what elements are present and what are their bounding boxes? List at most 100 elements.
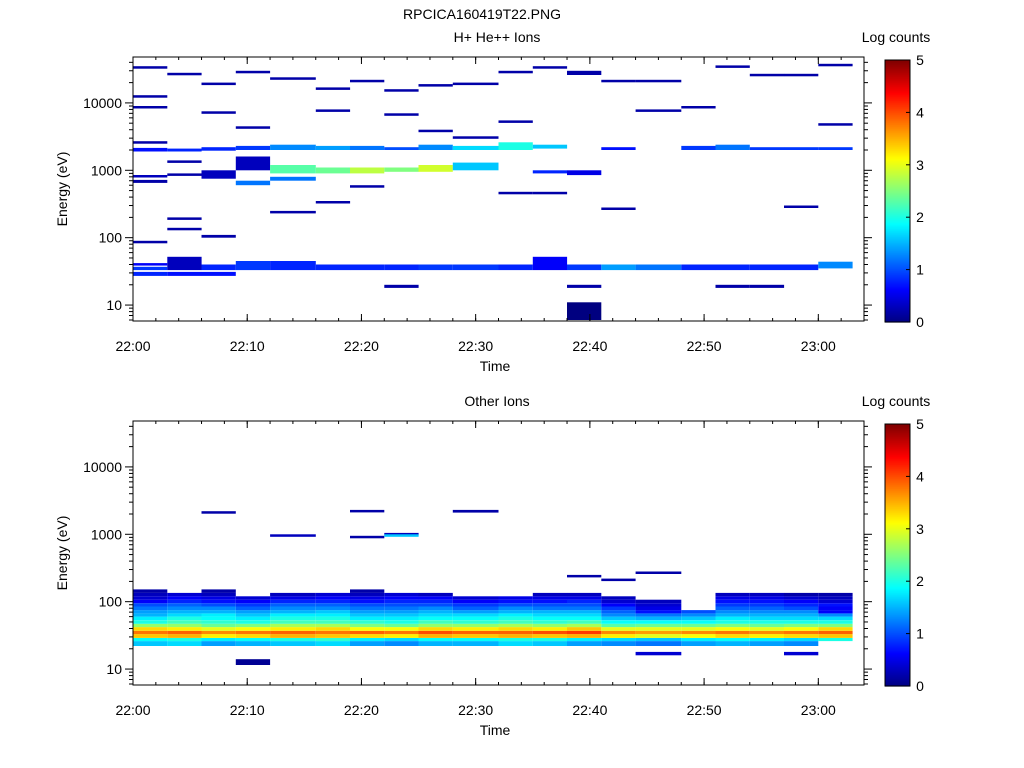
heatmap-cell (201, 620, 236, 624)
heatmap-cell (715, 637, 750, 642)
heatmap-cell (315, 87, 351, 90)
heatmap-cell (498, 616, 533, 621)
heatmap-cell (567, 592, 602, 597)
heatmap-cell (350, 610, 385, 614)
heatmap-cell (601, 627, 636, 631)
heatmap-cell (818, 613, 853, 617)
heatmap-cell (235, 613, 271, 617)
colorbar-swatch (885, 164, 910, 167)
heatmap-cell (315, 109, 351, 112)
heatmap-cell (201, 147, 236, 151)
heatmap-cell (167, 630, 202, 635)
heatmap-cell (784, 205, 819, 208)
heatmap-cell (601, 630, 636, 635)
colorbar-swatch (885, 232, 910, 235)
heatmap-cell (498, 606, 533, 611)
heatmap-cell (418, 627, 453, 631)
colorbar-swatch (885, 162, 910, 165)
heatmap-cell (784, 616, 819, 621)
colorbar-swatch (885, 478, 910, 481)
heatmap-cell (133, 630, 168, 635)
heatmap-cell (418, 599, 453, 604)
colorbar-swatch (885, 246, 910, 249)
colorbar-swatch (885, 652, 910, 655)
heatmap-cell (532, 623, 568, 628)
heatmap-cell (635, 637, 682, 642)
heatmap-cell (315, 613, 351, 617)
x-tick-label: 22:40 (572, 338, 607, 354)
heatmap-cell (715, 264, 750, 271)
heatmap-cell (133, 589, 168, 593)
colorbar-swatch (885, 590, 910, 593)
colorbar-swatch (885, 126, 910, 129)
heatmap-cell (350, 616, 385, 621)
heatmap-cell (681, 620, 716, 624)
heatmap-cell (270, 610, 316, 614)
heatmap-cell (452, 627, 499, 631)
heatmap-cell (315, 630, 351, 635)
heatmap-cell (167, 599, 202, 604)
y-tick-label: 1000 (91, 162, 122, 178)
colorbar-swatch (885, 480, 910, 483)
heatmap-cell (384, 532, 419, 536)
colorbar-swatch (885, 222, 910, 225)
heatmap-cell (818, 623, 853, 628)
heatmap-cell (235, 180, 271, 186)
colorbar-swatch (885, 90, 910, 93)
colorbar-swatch (885, 656, 910, 659)
heatmap-cell (567, 623, 602, 628)
heatmap-cell (235, 623, 271, 628)
heatmap-cell (201, 606, 236, 611)
heatmap-cell (133, 263, 168, 266)
colorbar-swatch (885, 578, 910, 581)
colorbar-swatch (885, 92, 910, 95)
colorbar-swatch (885, 238, 910, 241)
colorbar-swatch (885, 552, 910, 555)
colorbar-swatch (885, 532, 910, 535)
heatmap-cell (452, 637, 499, 642)
heatmap-cell (601, 634, 636, 638)
colorbar-swatch (885, 78, 910, 81)
heatmap-cell (532, 616, 568, 621)
heatmap-cell (715, 641, 750, 646)
heatmap-cell (418, 610, 453, 614)
heatmap-cell (315, 641, 351, 646)
y-tick-label: 10 (106, 297, 122, 313)
colorbar-swatch (885, 536, 910, 539)
heatmap-cell (350, 634, 385, 638)
colorbar-swatch (885, 618, 910, 621)
heatmap-cell (749, 627, 785, 631)
colorbar-swatch (885, 504, 910, 507)
heatmap-cell (350, 627, 385, 631)
heatmap-cell (350, 613, 385, 617)
colorbar-swatch (885, 252, 910, 255)
colorbar-swatch (885, 596, 910, 599)
heatmap-cell (498, 634, 533, 638)
colorbar-swatch (885, 144, 910, 147)
colorbar-swatch (885, 210, 910, 213)
heatmap-cell (601, 599, 636, 604)
colorbar-swatch (885, 160, 910, 163)
colorbar-swatch (885, 320, 910, 323)
colorbar-swatch (885, 638, 910, 641)
colorbar-swatch (885, 564, 910, 567)
colorbar-swatch (885, 192, 910, 195)
heatmap-cell (167, 606, 202, 611)
colorbar-swatch (885, 230, 910, 233)
heatmap-cell (498, 264, 533, 271)
heatmap-cell (749, 264, 785, 271)
heatmap-cell (384, 623, 419, 628)
heatmap-cell (167, 148, 202, 152)
colorbar-swatch (885, 318, 910, 321)
heatmap-cell (498, 191, 533, 195)
heatmap-cell (567, 302, 602, 320)
colorbar-swatch (885, 146, 910, 149)
heatmap-cell (350, 167, 385, 174)
heatmap-cell (235, 637, 271, 642)
heatmap-cell (601, 603, 636, 607)
colorbar-swatch (885, 196, 910, 199)
colorbar-swatch (885, 572, 910, 575)
heatmap-cell (270, 613, 316, 617)
x-tick-label: 22:50 (687, 338, 722, 354)
colorbar-swatch (885, 662, 910, 665)
